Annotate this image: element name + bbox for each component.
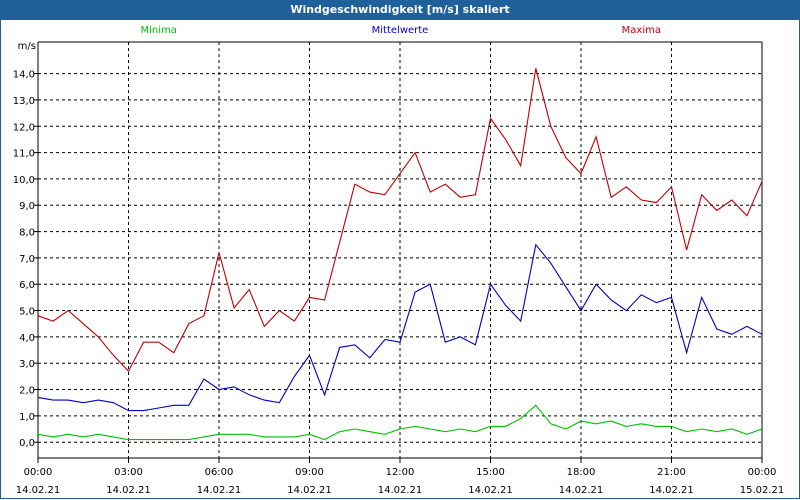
- y-tick-label: 3,0: [19, 359, 35, 370]
- x-tick-time-label: 06:00: [205, 467, 234, 478]
- y-tick-label: 1,0: [19, 412, 35, 423]
- series-line-mittelwerte: [37, 243, 763, 412]
- x-tick-date-label: 14.02.21: [106, 485, 151, 496]
- x-tick-time-label: 18:00: [567, 467, 596, 478]
- series-line-maxima: [37, 68, 763, 373]
- x-tick-date-label: 14.02.21: [468, 485, 513, 496]
- x-tick-time-label: 21:00: [657, 467, 686, 478]
- y-tick-label: 13,0: [13, 96, 35, 107]
- legend-entry-minima: Minima: [140, 25, 176, 36]
- x-tick-date-label: 14.02.21: [16, 485, 61, 496]
- x-tick-time-label: 09:00: [295, 467, 324, 478]
- y-tick-label: 2,0: [19, 386, 35, 397]
- x-tick-date-label: 14.02.21: [649, 485, 694, 496]
- y-tick-label: 4,0: [19, 333, 35, 344]
- y-tick-label: 7,0: [19, 254, 35, 265]
- x-tick-time-label: 00:00: [748, 467, 777, 478]
- chart-title: Windgeschwindigkeit [m/s] skaliert: [0, 0, 800, 20]
- series: [37, 68, 763, 441]
- grid: [38, 42, 762, 458]
- y-tick-label: 5,0: [19, 307, 35, 318]
- y-axis-unit-label: m/s: [18, 41, 36, 52]
- x-tick-time-label: 00:00: [24, 467, 53, 478]
- series-line-minima: [37, 404, 763, 441]
- x-tick-date-label: 14.02.21: [287, 485, 332, 496]
- x-tick-date-label: 15.02.21: [740, 485, 785, 496]
- x-tick-time-label: 15:00: [476, 467, 505, 478]
- y-tick-label: 9,0: [19, 201, 35, 212]
- y-tick-label: 0,0: [19, 438, 35, 449]
- legend: Minima Mittelwerte Maxima: [140, 25, 661, 36]
- x-tick-date-label: 14.02.21: [559, 485, 604, 496]
- x-tick-time-label: 12:00: [386, 467, 415, 478]
- y-tick-label: 14,0: [13, 70, 35, 81]
- legend-entry-maxima: Maxima: [622, 25, 661, 36]
- y-tick-label: 8,0: [19, 228, 35, 239]
- y-tick-label: 11,0: [13, 149, 35, 160]
- x-tick-date-label: 14.02.21: [197, 485, 242, 496]
- x-tick-time-label: 03:00: [114, 467, 143, 478]
- x-tick-date-label: 14.02.21: [378, 485, 423, 496]
- legend-entry-mittelwerte: Mittelwerte: [372, 25, 429, 36]
- y-tick-label: 12,0: [13, 122, 35, 133]
- axes: 0,0 1,0 2,0 3,0 4,0 5,0 6,0 7,0 8,0 9,0 10,0 11,0 12…: [13, 41, 785, 496]
- y-tick-label: 6,0: [19, 280, 35, 291]
- y-tick-label: 10,0: [13, 175, 35, 186]
